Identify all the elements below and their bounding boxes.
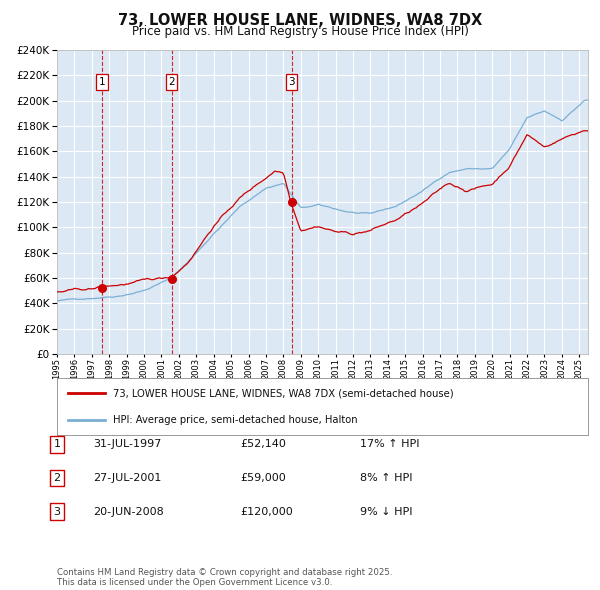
Text: £120,000: £120,000: [240, 507, 293, 516]
Text: 20-JUN-2008: 20-JUN-2008: [93, 507, 164, 516]
Text: 8% ↑ HPI: 8% ↑ HPI: [360, 473, 413, 483]
Text: 73, LOWER HOUSE LANE, WIDNES, WA8 7DX (semi-detached house): 73, LOWER HOUSE LANE, WIDNES, WA8 7DX (s…: [113, 388, 454, 398]
Text: 3: 3: [53, 507, 61, 516]
Text: 17% ↑ HPI: 17% ↑ HPI: [360, 440, 419, 449]
Text: £52,140: £52,140: [240, 440, 286, 449]
Text: HPI: Average price, semi-detached house, Halton: HPI: Average price, semi-detached house,…: [113, 415, 358, 425]
Text: 31-JUL-1997: 31-JUL-1997: [93, 440, 161, 449]
Text: 9% ↓ HPI: 9% ↓ HPI: [360, 507, 413, 516]
Text: 2: 2: [168, 77, 175, 87]
Text: Price paid vs. HM Land Registry's House Price Index (HPI): Price paid vs. HM Land Registry's House …: [131, 25, 469, 38]
Text: 2: 2: [53, 473, 61, 483]
Text: 1: 1: [98, 77, 105, 87]
Text: 73, LOWER HOUSE LANE, WIDNES, WA8 7DX: 73, LOWER HOUSE LANE, WIDNES, WA8 7DX: [118, 13, 482, 28]
Text: 3: 3: [288, 77, 295, 87]
Text: 1: 1: [53, 440, 61, 449]
Text: £59,000: £59,000: [240, 473, 286, 483]
Text: Contains HM Land Registry data © Crown copyright and database right 2025.
This d: Contains HM Land Registry data © Crown c…: [57, 568, 392, 587]
Text: 27-JUL-2001: 27-JUL-2001: [93, 473, 161, 483]
